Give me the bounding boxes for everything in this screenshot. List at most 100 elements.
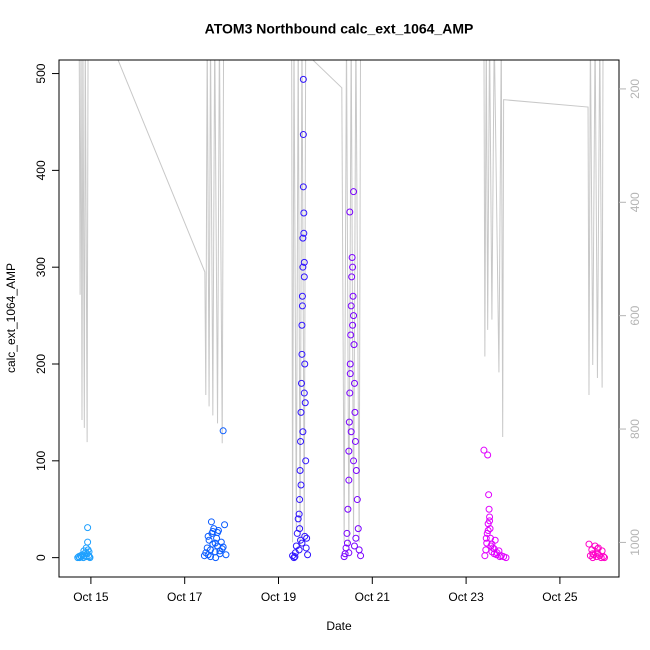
y-tick-label: 0	[34, 554, 48, 561]
point	[207, 518, 215, 526]
point	[301, 399, 309, 407]
point	[302, 457, 310, 465]
point	[585, 540, 593, 548]
point	[484, 451, 492, 459]
point	[340, 553, 348, 561]
point	[299, 183, 307, 191]
x-tick-label: Oct 23	[448, 590, 484, 604]
point	[350, 542, 358, 550]
point	[600, 554, 608, 562]
point	[354, 525, 362, 533]
y2-tick-label: 800	[628, 419, 642, 439]
point	[480, 446, 488, 454]
point	[296, 525, 304, 533]
point	[600, 553, 608, 561]
point	[221, 521, 229, 529]
point	[593, 545, 601, 553]
point	[205, 536, 213, 544]
y-tick-label: 100	[34, 450, 48, 470]
point	[353, 496, 361, 504]
point	[297, 379, 305, 387]
point	[86, 554, 94, 562]
point	[347, 428, 355, 436]
point	[347, 331, 355, 339]
point	[346, 208, 354, 216]
point	[346, 370, 354, 378]
point	[348, 254, 356, 262]
point	[211, 539, 219, 547]
point	[297, 536, 305, 544]
point	[350, 341, 358, 349]
point	[219, 427, 227, 435]
plot-frame	[58, 59, 620, 578]
point	[298, 292, 306, 300]
y2-tick-label: 600	[628, 305, 642, 325]
point	[345, 476, 353, 484]
point	[352, 534, 360, 542]
point	[485, 505, 493, 513]
y2-tick-label: 400	[628, 192, 642, 212]
point	[589, 550, 597, 558]
point	[352, 467, 360, 475]
point	[300, 209, 308, 217]
point	[357, 552, 365, 560]
point	[350, 312, 358, 320]
point	[300, 229, 308, 237]
point	[85, 552, 93, 560]
point	[206, 553, 214, 561]
point	[210, 525, 218, 533]
y-tick-label: 500	[34, 63, 48, 83]
point	[348, 273, 356, 281]
point	[300, 258, 308, 266]
point	[302, 544, 310, 552]
point	[485, 491, 493, 499]
point	[345, 418, 353, 426]
point	[296, 467, 304, 475]
point	[486, 525, 494, 533]
point	[209, 527, 217, 535]
point	[299, 428, 307, 436]
point	[297, 408, 305, 416]
y-tick-label: 300	[34, 257, 48, 277]
point	[351, 408, 359, 416]
point	[349, 321, 357, 329]
x-tick-label: Oct 17	[167, 590, 203, 604]
point	[349, 292, 357, 300]
point	[290, 554, 298, 562]
point	[298, 302, 306, 310]
point	[343, 539, 351, 547]
point	[214, 528, 222, 536]
point	[299, 263, 307, 271]
point	[346, 360, 354, 368]
x-tick-label: Oct 19	[261, 590, 297, 604]
point	[299, 75, 307, 83]
point	[291, 553, 299, 561]
point	[496, 553, 504, 561]
point	[299, 131, 307, 139]
y-axis-label: calc_ext_1064_AMP	[4, 263, 18, 373]
point	[298, 350, 306, 358]
point	[486, 517, 494, 525]
point	[350, 188, 358, 196]
point	[206, 546, 214, 554]
point	[349, 263, 357, 271]
point	[298, 321, 306, 329]
x-tick-label: Oct 25	[542, 590, 578, 604]
point	[303, 534, 311, 542]
point	[296, 496, 304, 504]
point	[301, 360, 309, 368]
point	[350, 379, 358, 387]
point	[482, 546, 490, 554]
point	[222, 551, 230, 559]
point	[295, 546, 303, 554]
point	[346, 389, 354, 397]
point	[343, 529, 351, 537]
point	[484, 527, 492, 535]
point	[82, 544, 90, 552]
point	[297, 481, 305, 489]
y2-tick-label: 200	[628, 79, 642, 99]
y-tick-label: 200	[34, 354, 48, 374]
point	[300, 273, 308, 281]
